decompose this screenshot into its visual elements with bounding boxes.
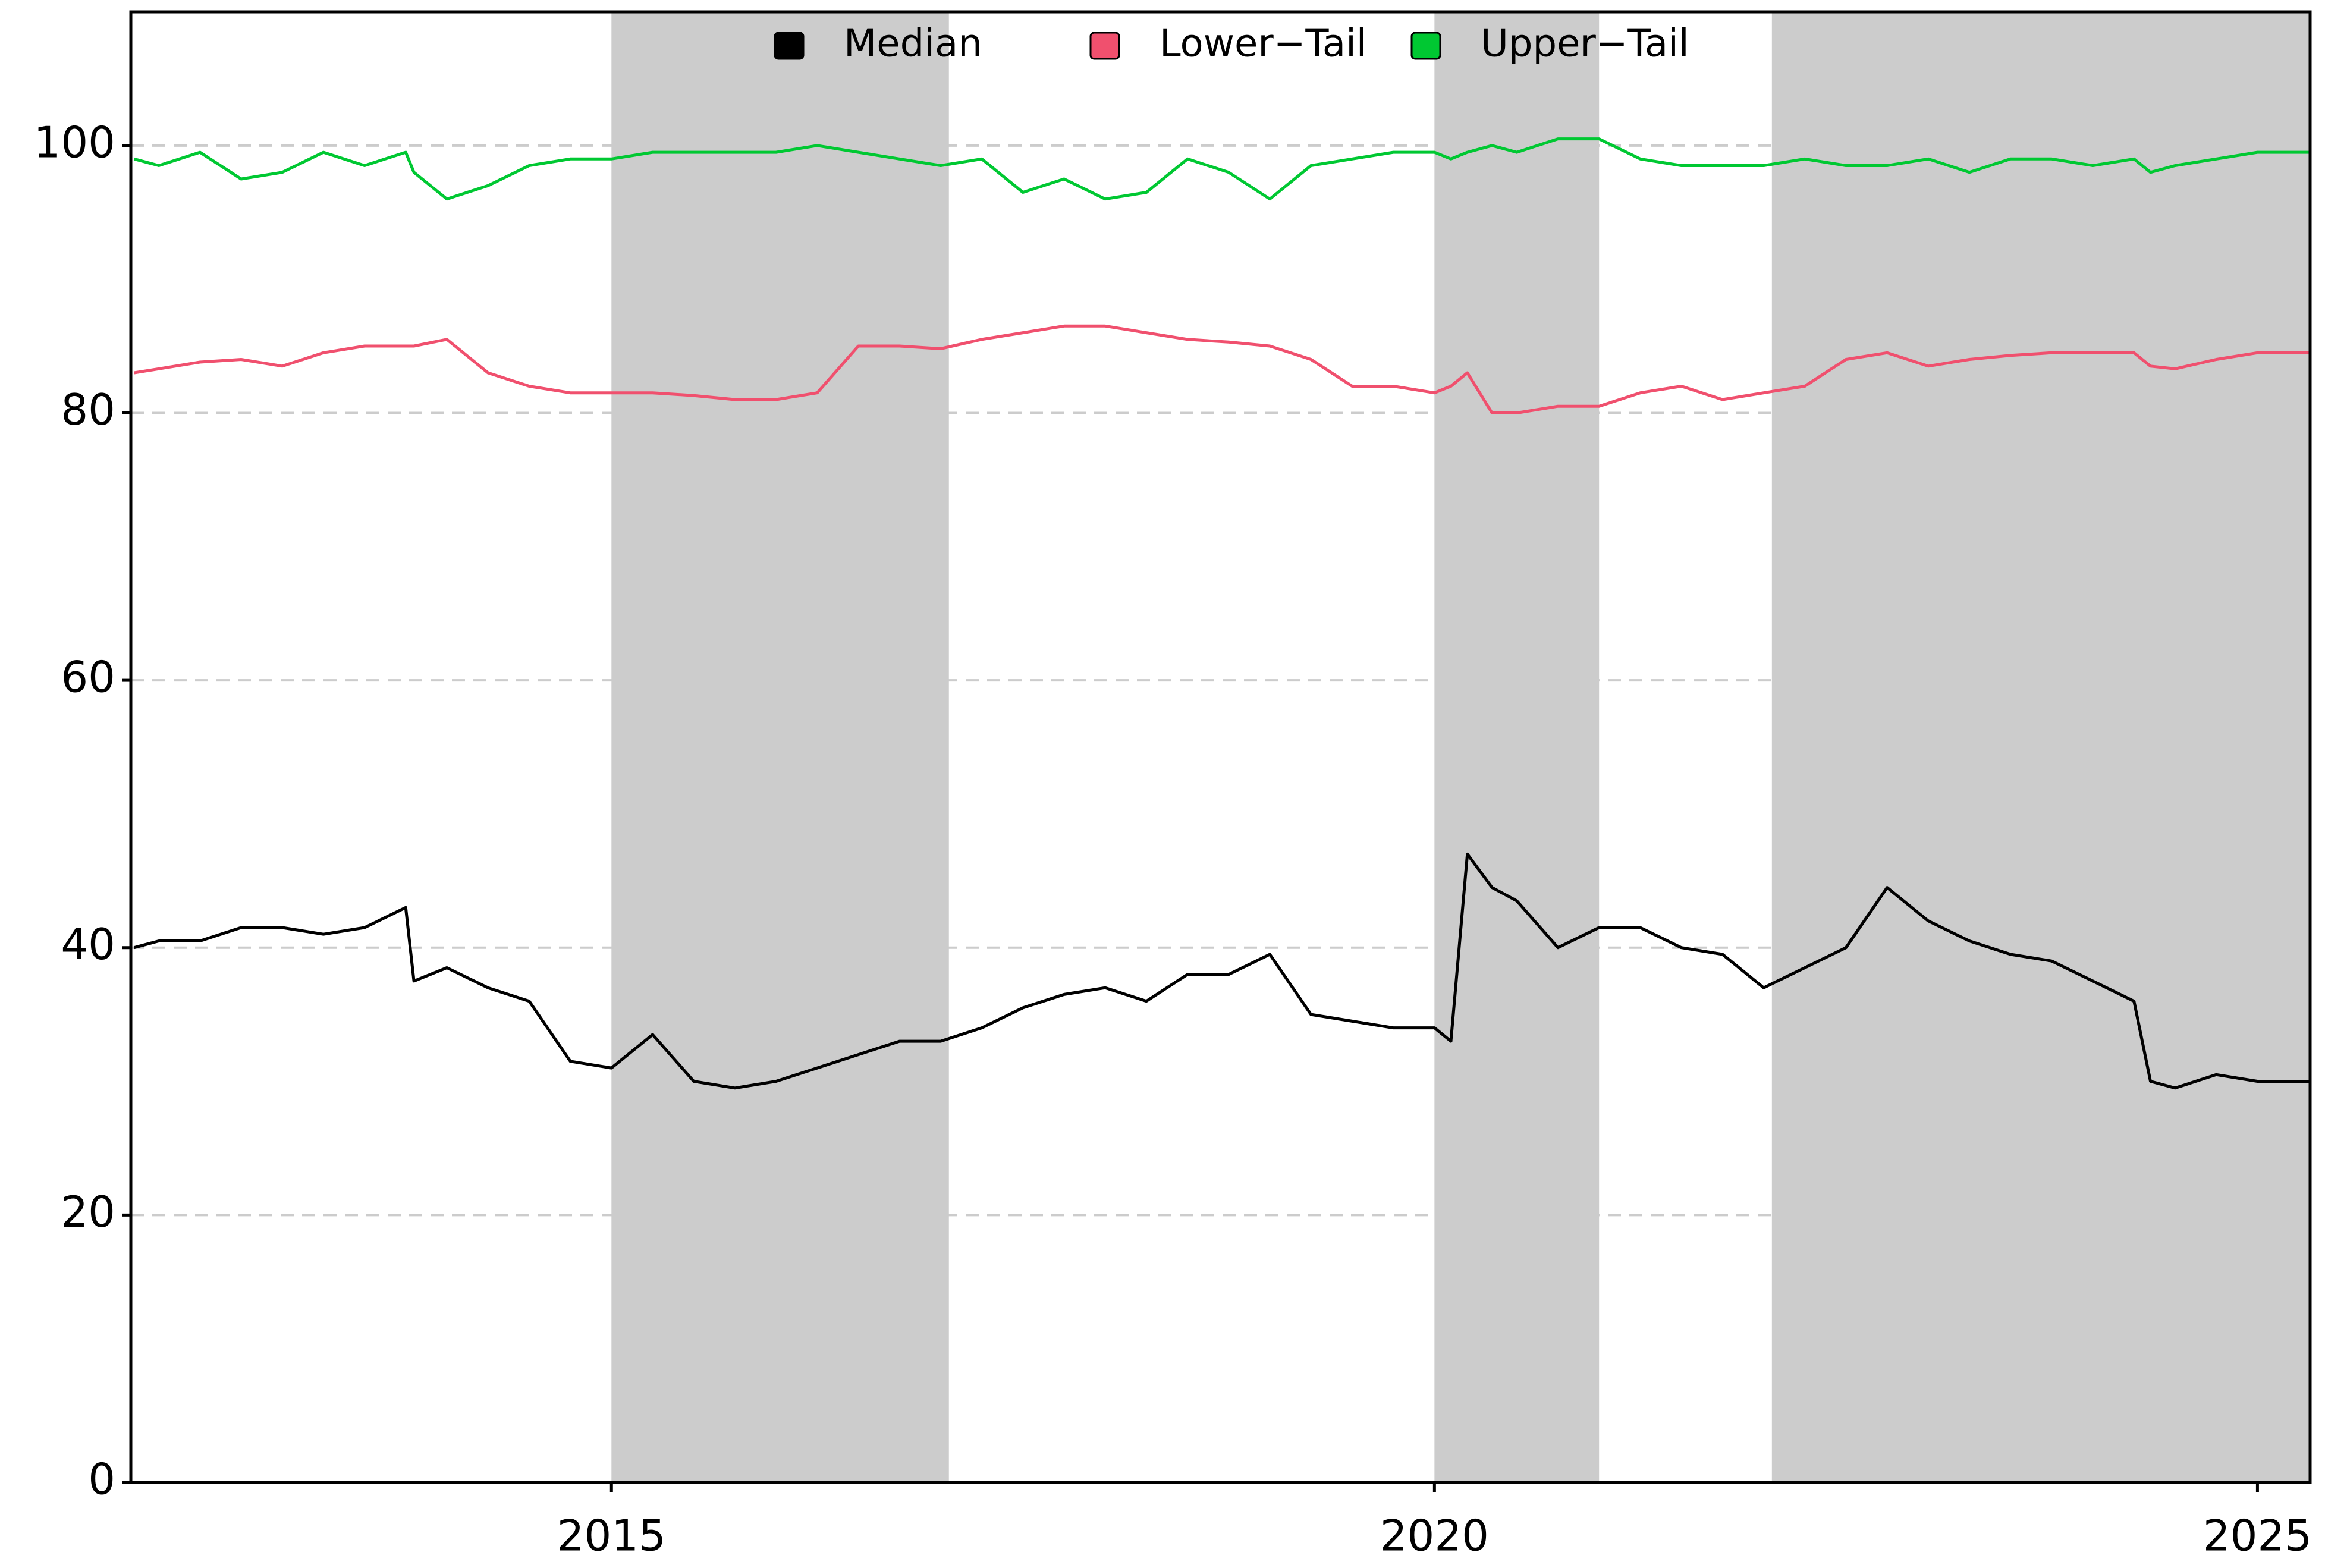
shaded-region	[1434, 12, 1600, 1482]
x-tick-label: 2025	[2203, 1511, 2312, 1561]
y-tick-label: 80	[61, 385, 115, 435]
legend-swatch	[1089, 32, 1120, 60]
series-line	[133, 137, 2310, 201]
y-tick-label: 40	[61, 919, 115, 969]
y-tick-label: 60	[61, 652, 115, 702]
shaded-region	[1771, 12, 2310, 1482]
legend-swatch	[1410, 32, 1441, 60]
y-tick-label: 20	[61, 1187, 115, 1237]
x-tick-label: 2020	[1380, 1511, 1489, 1561]
plot-frame	[129, 10, 2312, 1484]
x-tick-label: 2015	[557, 1511, 666, 1561]
legend-label: Median	[844, 22, 982, 66]
legend-label: Upper−Tail	[1481, 22, 1689, 66]
y-tick-label: 100	[34, 117, 115, 167]
series-line	[133, 852, 2310, 1090]
shaded-region	[611, 12, 949, 1482]
legend-swatch	[774, 32, 805, 60]
y-tick-label: 0	[88, 1454, 115, 1504]
series-line	[134, 324, 2310, 414]
legend-label: Lower−Tail	[1160, 22, 1367, 66]
